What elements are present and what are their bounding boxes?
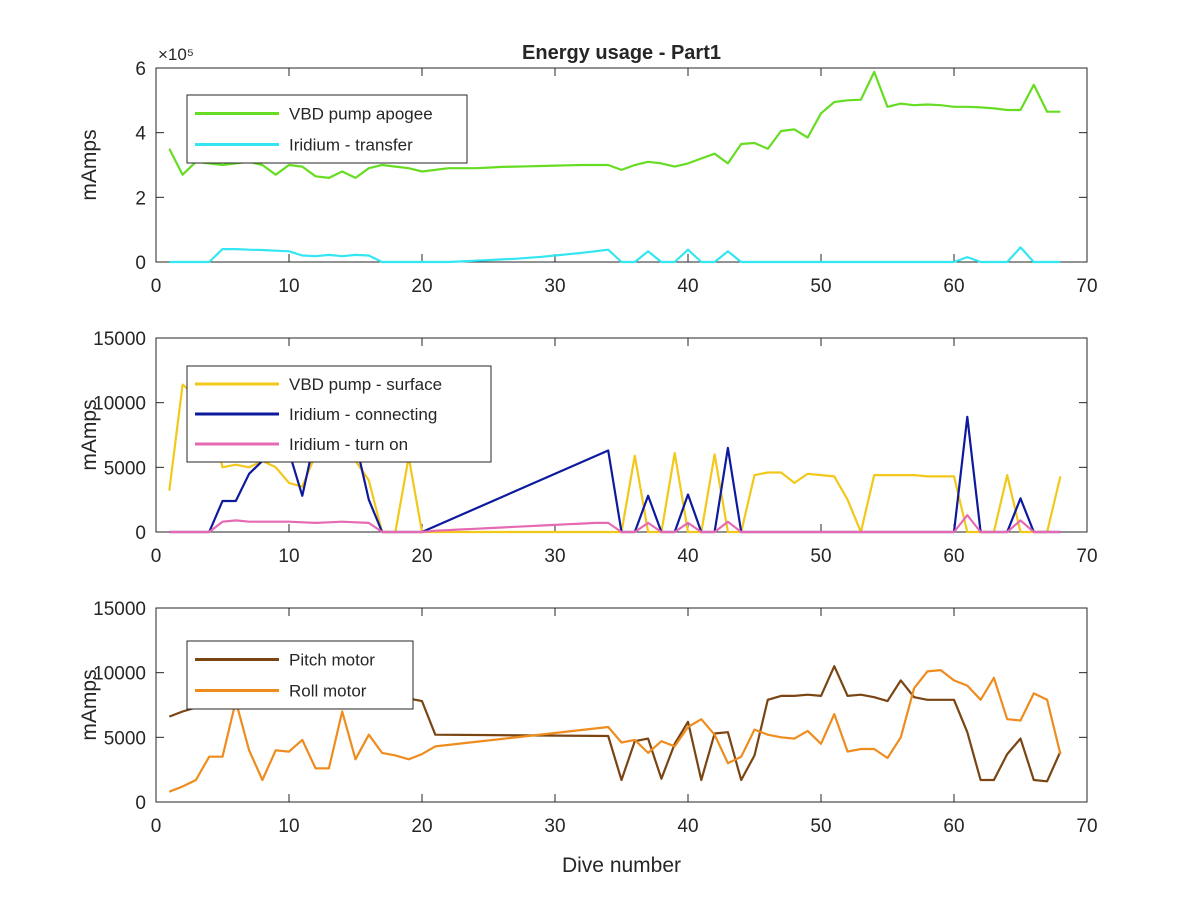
x-tick-label: 30: [544, 546, 565, 567]
legend-label: Roll motor: [289, 682, 367, 701]
y-tick-label: 0: [135, 523, 146, 544]
series-line-iridium-transfer: [169, 246, 1061, 264]
x-tick-label: 70: [1076, 276, 1097, 297]
x-tick-label: 50: [810, 276, 831, 297]
legend-box: [186, 640, 414, 710]
x-tick-label: 10: [278, 276, 299, 297]
x-tick-label: 40: [677, 276, 698, 297]
legend-label: VBD pump apogee: [289, 105, 433, 124]
series-line-iridium-turn-on: [169, 514, 1061, 534]
series-line-roll-motor: [168, 668, 1062, 793]
x-tick-label: 0: [151, 546, 162, 567]
x-tick-label: 70: [1076, 546, 1097, 567]
y-axis-label: mAmps: [78, 129, 101, 200]
y-tick-label: 0: [135, 253, 146, 274]
legend-label: VBD pump - surface: [289, 375, 442, 394]
x-axis-label: Dive number: [562, 854, 681, 877]
x-tick-label: 60: [943, 546, 964, 567]
x-tick-label: 0: [151, 816, 162, 837]
x-tick-label: 30: [544, 816, 565, 837]
y-tick-label: 15000: [93, 599, 146, 620]
x-tick-label: 60: [943, 816, 964, 837]
chart-title: Energy usage - Part1: [522, 42, 721, 64]
x-tick-label: 40: [677, 546, 698, 567]
y-tick-label: 10000: [93, 664, 146, 685]
y-tick-label: 4: [135, 124, 146, 145]
chart-panel-2: 0 10 20 30 40 50 60 70 0 5000 10000 15000 mAmps VBD p…: [78, 329, 1098, 567]
y-tick-label: 5000: [104, 728, 146, 749]
chart-panel-1: 0 10 20 30 40 50 60 70 0 2 4 6 ×10⁵ mAmps Energy usage…: [78, 42, 1098, 297]
legend-label: Iridium - turn on: [289, 435, 408, 454]
y-tick-label: 0: [135, 793, 146, 814]
legend-label: Iridium - transfer: [289, 136, 413, 155]
x-tick-label: 50: [810, 816, 831, 837]
y-axis-label: mAmps: [78, 669, 101, 740]
series-line-vbd-pump-apogee: [168, 70, 1061, 179]
legend: VBD pump - surface Iridium - connecting Ir…: [186, 365, 492, 463]
y-exponent-label: ×10⁵: [158, 45, 194, 64]
legend-label: Iridium - connecting: [289, 405, 437, 424]
x-tick-label: 10: [278, 546, 299, 567]
legend-box: [186, 94, 468, 164]
y-axis-label: mAmps: [78, 399, 101, 470]
y-tick-label: 2: [135, 188, 146, 209]
x-tick-label: 40: [677, 816, 698, 837]
y-tick-label: 10000: [93, 394, 146, 415]
y-tick-label: 15000: [93, 329, 146, 350]
x-tick-label: 20: [411, 276, 432, 297]
x-tick-label: 0: [151, 276, 162, 297]
y-tick-label: 5000: [104, 458, 146, 479]
legend-label: Pitch motor: [289, 651, 375, 670]
x-tick-label: 20: [411, 816, 432, 837]
x-tick-label: 30: [544, 276, 565, 297]
legend: VBD pump apogee Iridium - transfer: [186, 94, 468, 164]
x-tick-label: 10: [278, 816, 299, 837]
y-tick-label: 6: [135, 59, 146, 80]
x-tick-label: 20: [411, 546, 432, 567]
x-tick-label: 50: [810, 546, 831, 567]
x-tick-label: 70: [1076, 816, 1097, 837]
legend: Pitch motor Roll motor: [186, 640, 414, 710]
chart-panel-3: 0 10 20 30 40 50 60 70 0 5000 10000 15000 mAmps Dive …: [78, 599, 1098, 877]
x-tick-label: 60: [943, 276, 964, 297]
